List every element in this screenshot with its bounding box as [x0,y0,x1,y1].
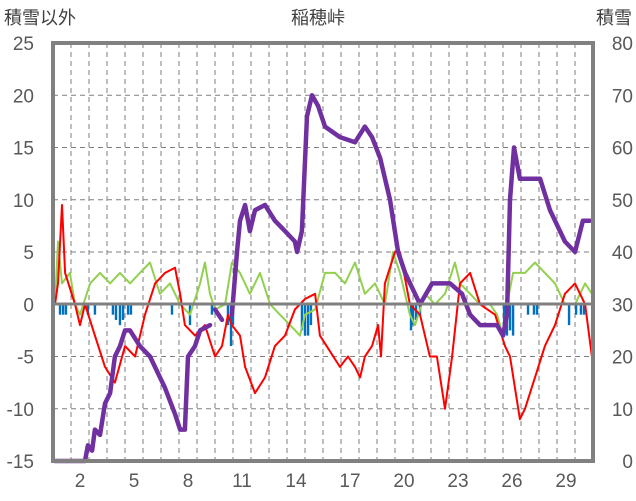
right-tick-label: 80 [612,34,633,55]
precipitation-bar [502,304,506,326]
left-tick-label: -15 [7,452,34,473]
left-tick-label: 15 [13,139,34,160]
right-axis-title: 積雪 [596,8,632,29]
right-tick-label: 30 [612,295,633,316]
right-tick-label: 0 [622,452,633,473]
left-tick-label: 10 [13,191,34,212]
precipitation-bar [64,304,68,315]
precipitation-bar [511,304,515,336]
precipitation-bar [579,304,583,315]
left-tick-label: 25 [13,34,34,55]
precipitation-bar [508,304,512,331]
precipitation-bar [414,304,418,320]
x-tick-label: 5 [129,471,140,492]
precipitation-bar [306,304,310,336]
precipitation-bar [526,304,530,315]
series-lines [52,93,593,464]
right-tick-label: 20 [612,348,633,369]
precipitation-bar [170,304,174,315]
x-tick-label: 29 [555,471,576,492]
precipitation-bar [411,304,415,326]
x-tick-label: 2 [75,471,86,492]
precipitation-bar [532,304,536,315]
x-tick-label: 20 [393,471,414,492]
left-tick-label: 0 [23,295,34,316]
left-tick-label: -10 [7,400,34,421]
right-tick-label: 40 [612,243,633,264]
chart-title: 稲穂峠 [291,8,345,29]
right-axis-ticks: 0 10 20 30 40 50 60 70 80 [612,34,633,473]
precipitation-bar [567,304,571,326]
left-tick-label: -5 [17,348,34,369]
right-tick-label: 50 [612,191,633,212]
precipitation-bar [129,304,133,315]
precipitation-bar [210,304,214,315]
precipitation-bar [303,304,307,336]
precipitation-bar [86,304,90,315]
left-tick-label: 20 [13,86,34,107]
precipitation-bar [535,304,539,315]
left-tick-label: 5 [23,243,34,264]
precipitation-bar [61,304,65,315]
snow-depth-line [229,93,593,338]
snow-depth-line [212,307,225,323]
precipitation-bar [118,304,122,326]
gridlines [53,43,593,461]
x-tick-label: 17 [339,471,360,492]
precipitation-bar [309,304,313,326]
x-tick-label: 23 [447,471,468,492]
precipitation-bar [300,304,304,331]
precipitation-bar [126,304,130,315]
x-tick-label: 11 [232,471,252,492]
right-tick-label: 10 [612,400,633,421]
precipitation-bar [93,304,97,315]
precipitation-bar [121,304,125,320]
precipitation-bar [582,304,586,315]
left-axis-title: 積雪以外 [4,8,76,29]
precipitation-bar [574,304,578,315]
right-tick-label: 60 [612,139,633,160]
x-tick-label: 8 [183,471,194,492]
x-tick-label: 14 [285,471,307,492]
precipitation-bar [58,304,62,315]
right-tick-label: 70 [612,86,633,107]
temperature-line [54,204,593,421]
precipitation-bar [114,304,118,320]
plot-frame [51,41,595,463]
x-axis-ticks: 2 5 8 11 14 17 20 23 26 29 [75,471,577,492]
snow-depth-line [52,322,213,464]
x-tick-label: 26 [501,471,522,492]
left-axis-ticks: -15 -10 -5 0 5 10 15 20 25 [7,34,34,473]
precipitation-bar [111,304,115,315]
